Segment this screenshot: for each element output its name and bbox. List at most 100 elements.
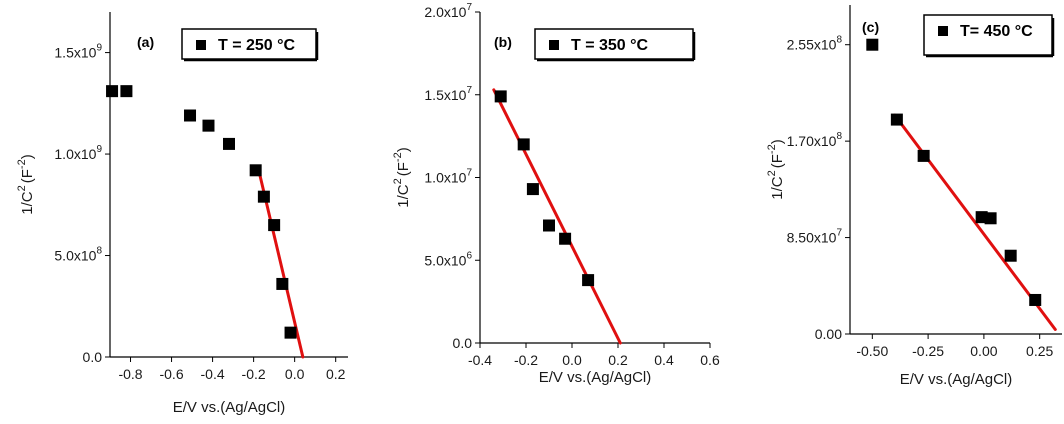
y-tick-label: 1.0x107 [424,168,472,186]
y-tick-mantissa: 5.0x10 [424,252,466,268]
x-tick-label: 0.2 [326,366,346,382]
y-tick-exponent: 7 [466,168,472,179]
data-point [120,85,133,98]
x-tick-label: 0.25 [1026,343,1053,359]
data-point [866,38,879,51]
y-title-close: ) [769,139,786,144]
legend-label: T = 350 °C [571,37,649,54]
data-point [582,274,595,287]
y-title-base: 1/C [19,191,36,215]
y-title-units-exp: -2 [16,159,28,169]
y-tick-mantissa: 5.0x10 [54,248,96,264]
x-tick-label: 0.0 [285,366,305,382]
y-axis-title: 1/C2 (F-2) [392,147,412,207]
legend-label: T= 450 °C [960,23,1033,40]
data-point [917,149,930,162]
data-point [223,137,235,150]
data-point [559,232,572,245]
y-tick-label: 2.55x108 [787,35,843,53]
y-title-units: (F [19,169,36,183]
x-tick-label: 0.4 [654,352,674,368]
y-tick-mantissa: 1.5x10 [424,87,466,103]
data-point [517,138,530,151]
x-tick-label: 0.0 [562,352,582,368]
y-title-exp: 2 [16,185,28,191]
y-tick-label: 1.70x108 [787,131,843,149]
y-tick-label: 1.5x109 [54,43,102,61]
y-tick-mantissa: 2.55x10 [787,37,837,53]
data-point [494,90,507,103]
y-tick-exponent: 8 [836,35,842,46]
data-point [1004,249,1017,262]
y-tick-exponent: 7 [466,2,472,13]
y-title-close: ) [395,147,412,152]
x-axis-title: E/V vs.(Ag/AgCl) [539,369,652,386]
y-tick-label: 5.0x106 [424,250,472,268]
y-tick-mantissa: 1.5x10 [54,45,96,61]
data-point [284,326,297,339]
y-tick-label: 0.00 [815,326,842,342]
panel-label: (b) [494,34,512,50]
y-title-units: (F [395,162,412,176]
legend-marker [196,40,206,50]
y-title-units-exp: -2 [392,152,404,162]
y-tick-label: 2.0x107 [424,2,472,20]
x-tick-label: -0.50 [856,343,888,359]
x-axis-title: E/V vs.(Ag/AgCl) [900,371,1013,388]
y-title-exp: 2 [766,170,778,176]
y-title-units: (F [769,154,786,168]
x-tick-label: -0.4 [201,366,225,382]
chart-panel-a: -0.8 -0.6 -0.4 -0.2 0.0 0.20.05.0x1081.0x1091… [16,12,348,416]
y-axis-title: 1/C2 (F-2) [16,154,36,214]
y-tick-label: 1.0x109 [54,144,102,162]
y-tick-exponent: 7 [466,85,472,96]
legend: T = 250 °C [181,28,319,62]
y-title-base: 1/C [769,176,786,200]
x-tick-label: 0.6 [700,352,720,368]
data-point [184,109,197,122]
y-tick-mantissa: 0.0 [83,349,103,365]
x-tick-label: -0.2 [242,366,266,382]
y-tick-exponent: 8 [96,246,102,257]
x-tick-label: -0.8 [118,366,142,382]
panel-label: (a) [137,34,154,50]
legend-marker [938,26,948,36]
chart-panel-c: -0.50 -0.25 0.00 0.250.008.50x1071.70x1082.… [766,5,1062,388]
legend-marker [549,40,559,50]
x-tick-label: -0.2 [514,352,538,368]
legend: T = 350 °C [534,28,696,62]
y-tick-exponent: 8 [836,131,842,142]
y-tick-mantissa: 1.0x10 [424,170,466,186]
data-point [276,277,289,290]
chart-panel-b: -0.4 -0.2 0.0 0.2 0.4 0.60.05.0x1061.0x1071.5… [392,2,720,386]
y-tick-label: 1.5x107 [424,85,472,103]
x-tick-label: -0.4 [468,352,492,368]
y-axis-title: 1/C2 (F-2) [766,139,786,199]
y-tick-label: 5.0x108 [54,246,102,264]
data-point [202,119,215,132]
y-title-units-exp: -2 [766,144,778,154]
panel-label: (c) [862,19,879,35]
y-title-exp: 2 [392,178,404,184]
y-tick-mantissa: 1.70x10 [787,133,837,149]
data-point [106,85,119,98]
x-tick-label: -0.25 [912,343,944,359]
data-point [257,190,270,203]
legend: T= 450 °C [923,14,1055,58]
data-point [543,219,555,232]
data-point [268,219,281,232]
y-tick-mantissa: 2.0x10 [424,4,466,20]
y-tick-mantissa: 0.0 [453,335,473,351]
x-axis-title: E/V vs.(Ag/AgCl) [173,399,286,416]
y-tick-mantissa: 1.0x10 [54,146,96,162]
y-title-base: 1/C [395,184,412,208]
y-tick-mantissa: 8.50x10 [787,230,837,246]
legend-label: T = 250 °C [218,37,296,54]
fit-line [492,88,622,345]
y-tick-label: 0.0 [453,335,473,351]
y-tick-exponent: 7 [836,228,842,239]
x-tick-label: 0.00 [970,343,997,359]
data-point [526,183,539,196]
y-tick-mantissa: 0.00 [815,326,842,342]
